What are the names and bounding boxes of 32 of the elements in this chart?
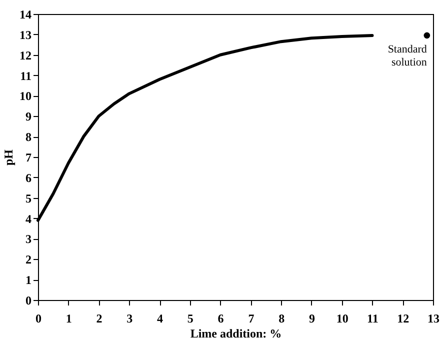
y-tick-label: 12 — [20, 48, 32, 62]
x-tick-label: 9 — [308, 312, 315, 326]
x-axis-title: Lime addition: % — [190, 326, 282, 340]
y-tick-label: 4 — [26, 212, 32, 226]
x-tick-label: 2 — [96, 312, 102, 326]
x-tick-label: 13 — [428, 312, 440, 326]
y-tick-label: 9 — [26, 110, 32, 124]
y-tick-label: 13 — [20, 28, 32, 42]
y-tick-label: 14 — [20, 8, 32, 22]
x-tick-label: 4 — [157, 312, 164, 326]
x-tick-label: 7 — [248, 312, 254, 326]
y-tick-label: 8 — [26, 130, 32, 144]
y-tick-label: 5 — [26, 191, 32, 206]
y-tick-label: 0 — [26, 294, 32, 308]
x-tick-label: 11 — [367, 312, 378, 326]
x-tick-label: 1 — [66, 312, 72, 326]
x-tick-label: 8 — [278, 312, 285, 326]
y-tick-label: 1 — [26, 273, 32, 288]
x-tick-label: 5 — [187, 312, 194, 326]
x-tick-label: 10 — [336, 312, 348, 326]
y-tick-label: 7 — [26, 150, 32, 164]
x-tick-label: 0 — [36, 312, 42, 326]
y-tick-label: 11 — [20, 68, 32, 83]
x-tick-label: 12 — [397, 312, 410, 326]
y-tick-label: 10 — [20, 89, 32, 104]
y-tick-label: 6 — [26, 170, 32, 185]
annotation: Standard solution — [388, 43, 428, 68]
y-tick-label: 2 — [26, 252, 32, 267]
x-tick-label: 3 — [126, 312, 133, 326]
y-tick-label: 3 — [26, 232, 32, 246]
x-tick-label: 6 — [218, 312, 224, 326]
y-axis-title: pH — [2, 148, 16, 166]
